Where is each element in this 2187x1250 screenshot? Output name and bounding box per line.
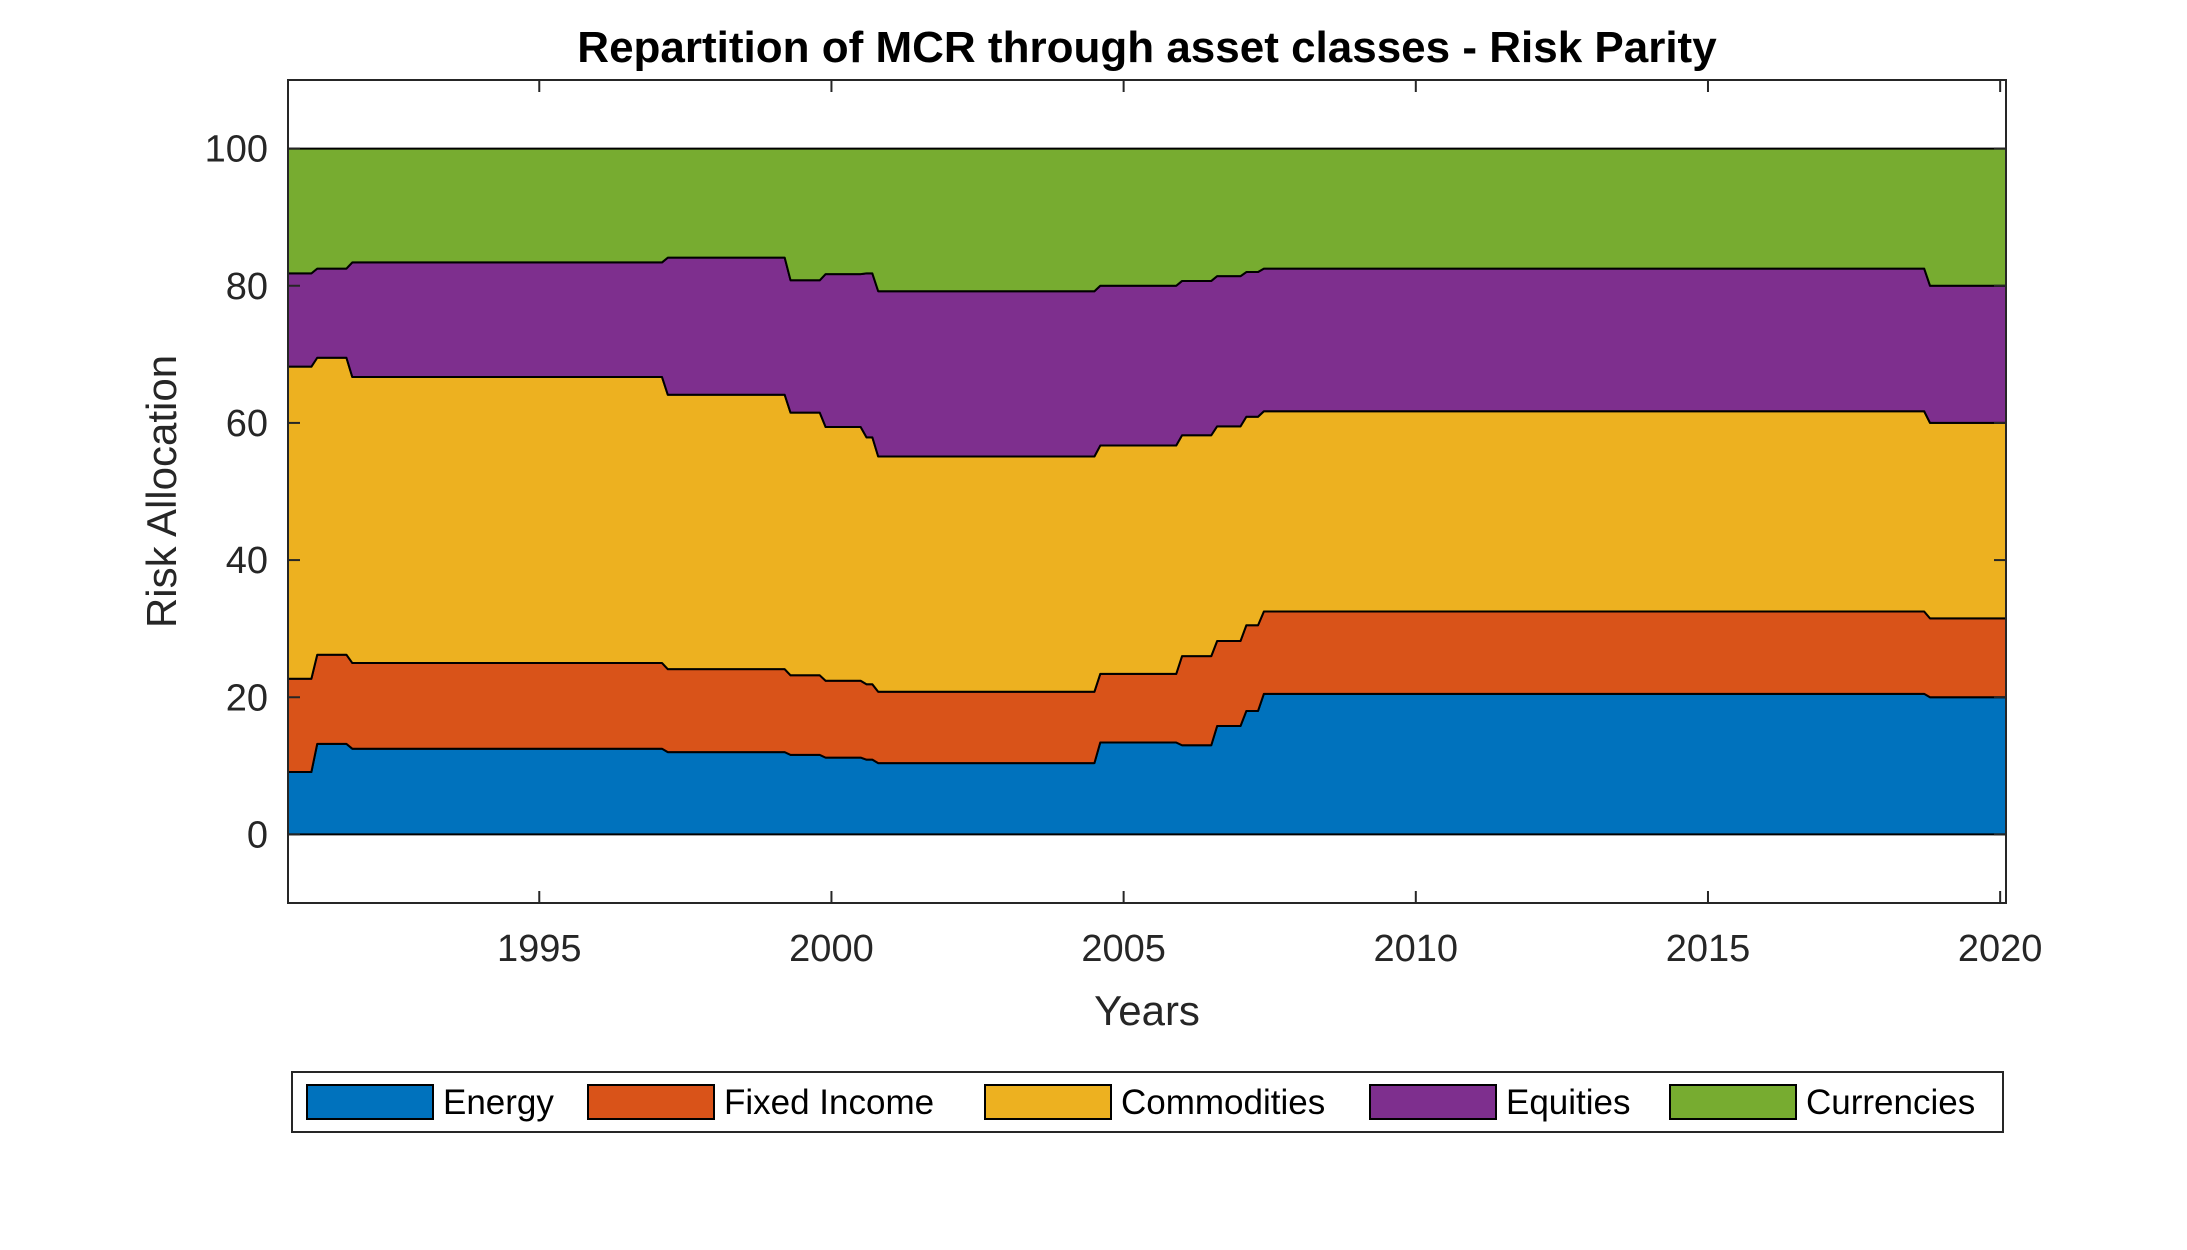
legend-item-energy: Energy <box>306 1083 554 1122</box>
legend-label: Currencies <box>1806 1083 1975 1122</box>
stacked-areas <box>287 147 2007 836</box>
legend-swatch <box>1669 1084 1797 1120</box>
y-tick-label: 0 <box>247 814 268 856</box>
plot-frame <box>287 79 2007 904</box>
y-tick-label: 80 <box>226 266 268 308</box>
y-tick-label: 20 <box>226 677 268 719</box>
chart-title: Repartition of MCR through asset classes… <box>577 23 1717 72</box>
legend-label: Equities <box>1506 1083 1631 1122</box>
y-axis-label: Risk Allocation <box>138 355 185 628</box>
legend-label: Commodities <box>1121 1083 1325 1122</box>
y-tick-label: 100 <box>205 129 268 171</box>
x-tick-label: 1995 <box>497 928 582 970</box>
legend: Energy Fixed Income Commodities Equities Cur… <box>291 1071 2004 1133</box>
x-tick-label: 2000 <box>789 928 874 970</box>
legend-item-commodities: Commodities <box>984 1083 1325 1122</box>
legend-item-equities: Equities <box>1369 1083 1631 1122</box>
legend-swatch <box>587 1084 715 1120</box>
y-tick-label: 40 <box>226 540 268 582</box>
x-tick-label: 2015 <box>1666 928 1751 970</box>
legend-swatch <box>984 1084 1112 1120</box>
x-axis-label: Years <box>1094 987 1200 1034</box>
x-tick-label: 2010 <box>1374 928 1459 970</box>
x-tick-label: 2005 <box>1081 928 1166 970</box>
legend-swatch <box>1369 1084 1497 1120</box>
legend-item-fixed-income: Fixed Income <box>587 1083 934 1122</box>
legend-label: Energy <box>443 1083 554 1122</box>
legend-item-currencies: Currencies <box>1669 1083 1975 1122</box>
axis-ticks: 1995 2000 2005 2010 2015 2020 0 20 40 60 80 100 <box>205 80 2043 970</box>
legend-swatch <box>306 1084 434 1120</box>
legend-label: Fixed Income <box>724 1083 934 1122</box>
x-tick-label: 2020 <box>1958 928 2043 970</box>
y-tick-label: 60 <box>226 403 268 445</box>
